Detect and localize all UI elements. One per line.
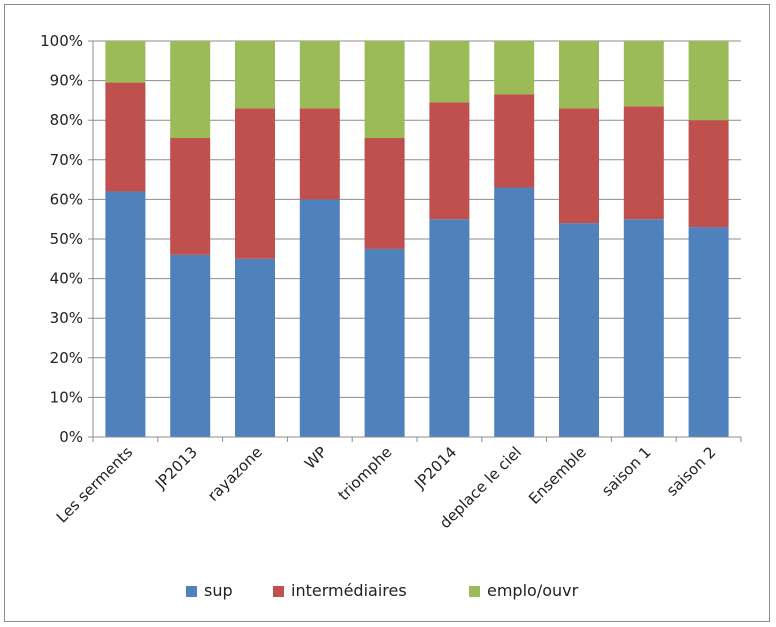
y-tick-label: 90% (50, 72, 83, 90)
bar-segment (235, 108, 275, 259)
bar-segment (494, 41, 535, 95)
y-tick-label: 50% (50, 230, 83, 248)
x-category-label: JP2013 (151, 443, 201, 493)
bar-segment (105, 82, 146, 192)
bar-segment (494, 187, 535, 437)
bar-segment (235, 41, 275, 109)
bar-segment (623, 106, 664, 220)
bar-segment (299, 41, 340, 109)
bars (105, 41, 729, 437)
bar-segment (623, 41, 664, 107)
y-tick-label: 20% (50, 349, 83, 367)
x-category-label: saison 2 (663, 443, 720, 500)
y-tick-label: 30% (50, 309, 83, 327)
legend: sup intermédiaires emplo/ouvr (186, 581, 579, 600)
x-category-label: WP (301, 443, 331, 473)
y-tick-label: 60% (50, 190, 83, 208)
legend-swatch (469, 586, 480, 597)
bar-segment (299, 199, 340, 437)
bar-segment (623, 219, 664, 437)
axes (88, 40, 742, 442)
legend-swatch (273, 586, 284, 597)
y-tick-labels: 0% 10% 20% 30% 40% 50% 60% 70% 80% 90% 100% (40, 32, 83, 446)
bar-segment (429, 41, 470, 103)
bar-segment (688, 120, 729, 228)
y-tick-label: 70% (50, 151, 83, 169)
x-category-label: saison 1 (598, 443, 655, 500)
bar-segment (688, 41, 729, 121)
bar-segment (170, 41, 211, 139)
y-tick-label: 10% (50, 388, 83, 406)
bar-segment (559, 223, 599, 437)
x-category-label: JP2014 (410, 443, 460, 493)
bar-segment (364, 41, 405, 139)
bar-segment (299, 108, 340, 200)
bar-segment (559, 108, 599, 224)
legend-label: emplo/ouvr (487, 581, 579, 600)
bar-segment (364, 248, 405, 437)
bar-segment (105, 41, 146, 83)
legend-swatch (186, 586, 197, 597)
y-tick-label: 40% (50, 270, 83, 288)
x-category-label: rayazone (204, 443, 266, 505)
bar-segment (429, 102, 470, 220)
bar-segment (494, 94, 535, 188)
bar-segment (235, 258, 275, 437)
x-category-labels: Les serments JP2013 rayazone WP triomphe JP20… (53, 443, 720, 532)
x-category-label: triomphe (334, 443, 395, 504)
bar-segment (688, 227, 729, 437)
bar-segment (364, 138, 405, 249)
bar-segment (559, 41, 599, 109)
y-tick-label: 100% (40, 32, 83, 50)
legend-label: intermédiaires (291, 581, 407, 600)
bar-segment (170, 254, 211, 437)
y-tick-label: 0% (59, 428, 83, 446)
bar-segment (429, 219, 470, 437)
y-tick-label: 80% (50, 111, 83, 129)
x-category-label: Ensemble (525, 443, 590, 508)
bar-segment (170, 138, 211, 255)
bar-segment (105, 191, 146, 437)
x-category-label: Les serments (53, 443, 136, 526)
legend-label: sup (204, 581, 233, 600)
